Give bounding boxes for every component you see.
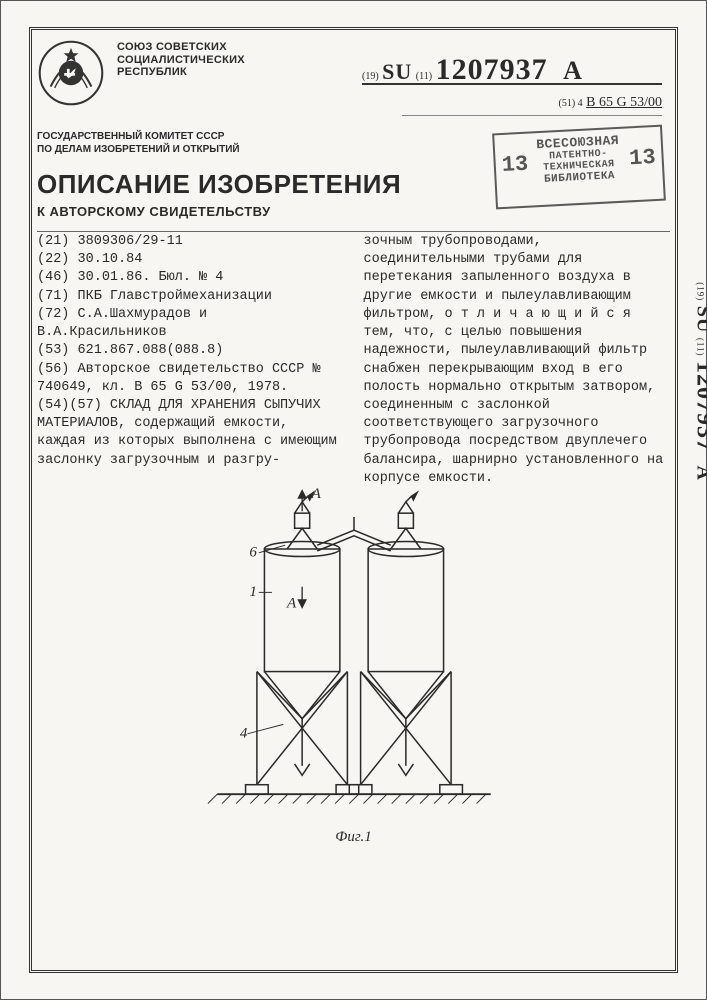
ipc-classification: (51) 4 B 65 G 53/00 xyxy=(558,95,662,111)
country-code: SU xyxy=(382,59,412,84)
header-rule xyxy=(37,231,670,232)
ref-label-6: 6 xyxy=(249,545,257,561)
section-label-a-bot: A xyxy=(286,595,297,611)
figure-1: A A 6 1 4 Фиг.1 xyxy=(37,483,670,965)
spine-su: SU xyxy=(693,306,707,334)
ref-label-4: 4 xyxy=(239,726,247,742)
ussr-emblem-icon xyxy=(37,39,105,107)
section-label-a-top: A xyxy=(310,486,321,502)
f46: 30.01.86. Бюл. № 4 xyxy=(78,270,224,285)
column-right: зочным трубопроводами, соединительными т… xyxy=(364,233,671,488)
document-subtitle: К АВТОРСКОМУ СВИДЕТЕЛЬСТВУ xyxy=(37,204,670,219)
stamp-num-left: 13 xyxy=(501,152,529,178)
publication-number: (19) SU (11) 1207937 A xyxy=(362,53,662,87)
f71-label: (71) xyxy=(37,289,69,304)
f46-label: (46) xyxy=(37,270,69,285)
ipc-code: B 65 G 53/00 xyxy=(586,95,662,110)
spine-kind: A xyxy=(693,466,707,481)
silo-diagram-icon: A A 6 1 4 xyxy=(189,483,519,822)
inid-11: (11) xyxy=(416,71,432,82)
column-left: (21) 3809306/29-11 (22) 30.10.84 (46) 30… xyxy=(37,233,344,488)
spine-id: (19) SU (11) 1207937 A xyxy=(691,282,707,481)
spine-inid-19: (19) xyxy=(696,282,706,301)
f56: Авторское свидетельство СССР № 740649, к… xyxy=(37,362,321,395)
figure-caption: Фиг.1 xyxy=(37,829,670,846)
stamp-num-right: 13 xyxy=(629,145,657,171)
inid-51: (51) 4 xyxy=(558,98,582,109)
header: СОЮЗ СОВЕТСКИХ СОЦИАЛИСТИЧЕСКИХ РЕСПУБЛИ… xyxy=(37,35,670,225)
kind-code: A xyxy=(563,56,582,85)
doc-number: 1207937 xyxy=(436,53,548,86)
pubnum-underline xyxy=(362,83,662,85)
text-columns: (21) 3809306/29-11 (22) 30.10.84 (46) 30… xyxy=(37,233,670,488)
f21-label: (21) xyxy=(37,234,69,249)
spine-inid-11: (11) xyxy=(696,338,706,357)
f53: 621.867.088(088.8) xyxy=(78,343,224,358)
f22: 30.10.84 xyxy=(78,252,143,267)
f21: 3809306/29-11 xyxy=(78,234,183,249)
f71: ПКБ Главстроймеханизации xyxy=(78,289,272,304)
inid-19: (19) xyxy=(362,71,379,82)
body: (21) 3809306/29-11 (22) 30.10.84 (46) 30… xyxy=(37,233,670,965)
library-stamp: ВСЕСОЮЗНАЯ ПАТЕНТНО- ТЕХНИЧЕСКАЯ БИБЛИОТ… xyxy=(492,125,666,210)
committee-name: ГОСУДАРСТВЕННЫЙ КОМИТЕТ СССР ПО ДЕЛАМ ИЗ… xyxy=(37,131,307,156)
abstract-part2: зочным трубопроводами, соединительными т… xyxy=(364,234,664,486)
ref-label-1: 1 xyxy=(249,584,257,600)
union-name: СОЮЗ СОВЕТСКИХ СОЦИАЛИСТИЧЕСКИХ РЕСПУБЛИ… xyxy=(117,41,317,79)
ipc-underline xyxy=(402,115,662,116)
content-area: СОЮЗ СОВЕТСКИХ СОЦИАЛИСТИЧЕСКИХ РЕСПУБЛИ… xyxy=(37,35,670,965)
f53-label: (53) xyxy=(37,343,69,358)
f72-label: (72) xyxy=(37,307,69,322)
f22-label: (22) xyxy=(37,252,69,267)
f54-label: (54)(57) xyxy=(37,398,102,413)
page-frame: СОЮЗ СОВЕТСКИХ СОЦИАЛИСТИЧЕСКИХ РЕСПУБЛИ… xyxy=(0,0,707,1000)
spine-number: 1207937 xyxy=(692,361,707,452)
f56-label: (56) xyxy=(37,362,69,377)
